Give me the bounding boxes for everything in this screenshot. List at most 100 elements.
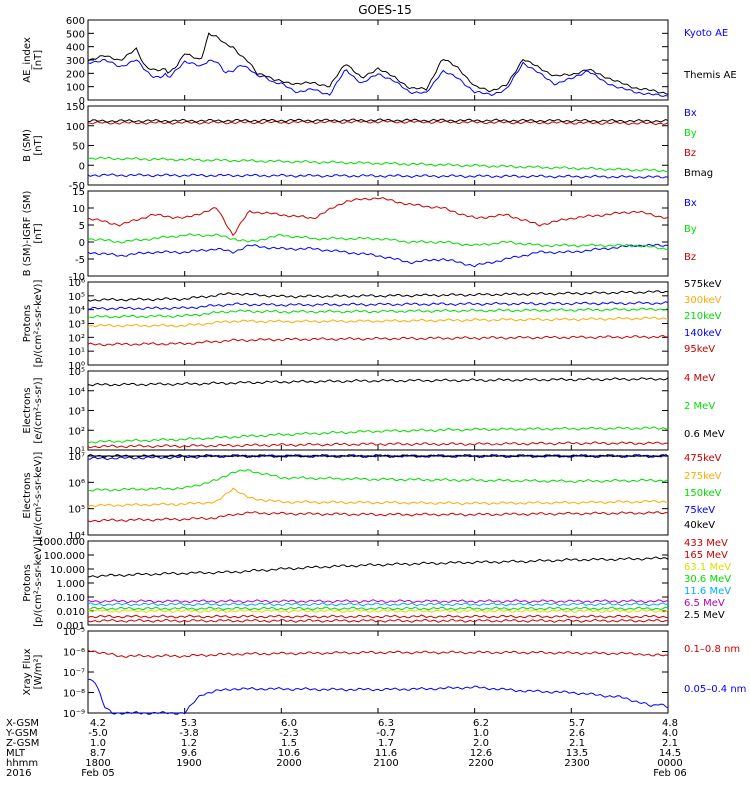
y-axis-label: [p/(cm²-s-sr-keV)]: [33, 539, 44, 627]
time-row-value: 6.3: [378, 718, 394, 729]
legend-prot_low-4: 95keV: [684, 344, 715, 355]
y-tick-label: 10²: [68, 426, 85, 437]
y-tick-label: 500: [66, 29, 85, 40]
time-row-value: 6.0: [281, 718, 297, 729]
series-line-bsm-2: [87, 119, 669, 126]
y-axis-label: Xray Flux: [22, 648, 33, 695]
legend-elec_high-1: 2 MeV: [684, 401, 715, 412]
y-tick-label: 0.010: [56, 607, 85, 618]
legend-bigrf-2: Bz: [684, 252, 696, 263]
legend-bigrf-1: By: [684, 224, 697, 235]
time-row-label: Y-GSM: [5, 728, 38, 739]
panel-frame-bsm: [87, 105, 669, 186]
time-row-value: 1800: [85, 758, 110, 769]
legend-bsm-3: Bmag: [684, 168, 713, 179]
y-axis-label: Protons: [22, 305, 33, 342]
y-tick-label: 50: [72, 142, 85, 153]
time-row-value: -3.8: [179, 728, 199, 739]
y-tick-label: 1.000: [56, 579, 85, 590]
y-tick-label: 0.001: [56, 621, 85, 632]
series-line-prot_high-6: [87, 556, 669, 578]
y-tick-label: 10⁶: [68, 278, 85, 289]
legend-elec_low-0: 475keV: [684, 453, 722, 464]
y-tick-label: 10⁴: [68, 387, 85, 398]
y-tick-label: 300: [66, 56, 85, 67]
legend-xray-0: 0.1–0.8 nm: [684, 644, 740, 655]
y-tick-label: 10¹: [68, 347, 85, 358]
y-axis-label: Electrons: [22, 472, 33, 518]
series-line-prot_low-2: [87, 307, 669, 319]
legend-prot_high-0: 433 MeV: [684, 538, 728, 549]
legend-bigrf-0: Bx: [684, 198, 697, 209]
series-line-elec_high-0: [87, 441, 669, 449]
time-row-value: 4.2: [90, 718, 106, 729]
time-row-value: 2200: [468, 758, 493, 769]
y-axis-label: Electrons: [22, 387, 33, 433]
panel-frame-bigrf: [87, 190, 669, 277]
series-line-ae-0: [87, 58, 669, 97]
time-row-value: 1.5: [281, 738, 297, 749]
y-tick-label: 10¹: [68, 446, 85, 457]
series-line-elec_low-2: [87, 469, 669, 492]
year-label: 2016: [6, 768, 31, 779]
y-tick-label: -50: [69, 181, 85, 192]
legend-prot_high-6: 2.5 MeV: [684, 610, 725, 621]
y-tick-label: 0.100: [56, 593, 85, 604]
legend-bsm-0: Bx: [684, 108, 697, 119]
y-axis-label: [nT]: [33, 223, 44, 243]
series-line-bigrf-0: [87, 243, 669, 268]
y-axis-label: [p/(cm²-s-sr-keV)]: [33, 280, 44, 368]
y-axis-label: [e/(cm²-s-sr)]: [33, 377, 44, 443]
y-tick-label: 10⁰: [68, 361, 85, 372]
time-row-value: 2.0: [473, 738, 489, 749]
legend-ae-1: Themis AE: [683, 70, 737, 81]
time-row-value: 9.6: [181, 748, 197, 759]
legend-prot_high-5: 6.5 MeV: [684, 598, 725, 609]
y-tick-label: -5: [75, 255, 85, 266]
y-tick-label: -10: [69, 272, 85, 283]
time-row-value: 5.3: [181, 718, 197, 729]
legend-elec_low-4: 40keV: [684, 520, 715, 531]
series-line-prot_high-3: [87, 606, 669, 611]
series-line-prot_high-4: [87, 602, 668, 607]
legend-prot_low-2: 210keV: [684, 311, 722, 322]
y-tick-label: 10⁵: [68, 505, 85, 516]
legend-prot_high-3: 30.6 MeV: [684, 574, 731, 585]
series-line-elec_high-1: [87, 426, 669, 444]
y-tick-label: 400: [66, 43, 85, 54]
y-tick-label: 150: [66, 102, 85, 113]
time-row-value: 2.6: [569, 728, 585, 739]
y-tick-label: 10³: [68, 407, 85, 418]
time-row-value: 4.8: [662, 718, 678, 729]
y-axis-label: B (SM)-IGRF (SM): [22, 191, 33, 277]
y-tick-label: 100.000: [44, 551, 85, 562]
y-tick-label: 10⁻⁵: [63, 627, 85, 638]
y-tick-label: 10⁴: [68, 306, 85, 317]
y-axis-label: [nT]: [33, 50, 44, 70]
time-row-value: 0000: [657, 758, 682, 769]
time-row-value: 11.6: [375, 748, 397, 759]
time-row-value: 2100: [373, 758, 398, 769]
y-tick-label: 15: [72, 187, 85, 198]
legend-bsm-2: Bz: [684, 148, 696, 159]
date-end: Feb 06: [653, 768, 687, 779]
series-line-xray-1: [87, 678, 669, 715]
legend-ae-0: Kyoto AE: [684, 28, 728, 39]
series-line-bigrf-1: [87, 233, 669, 251]
time-row-label: MLT: [6, 748, 26, 759]
time-row-label: X-GSM: [6, 718, 39, 729]
y-tick-label: 10⁴: [68, 531, 85, 542]
legend-elec_low-2: 150keV: [684, 488, 722, 499]
time-row-value: 4.0: [662, 728, 678, 739]
legend-prot_high-2: 63.1 MeV: [684, 562, 731, 573]
series-line-bsm-1: [87, 156, 669, 173]
y-tick-label: 1000.000: [37, 537, 85, 548]
series-line-ae-1: [87, 32, 669, 95]
time-row-value: 2300: [564, 758, 589, 769]
series-line-elec_low-1: [87, 487, 669, 508]
legend-prot_high-4: 11.6 MeV: [684, 586, 731, 597]
legend-bsm-1: By: [684, 128, 697, 139]
y-tick-label: 0: [79, 238, 85, 249]
y-tick-label: 10⁻⁷: [63, 668, 85, 679]
